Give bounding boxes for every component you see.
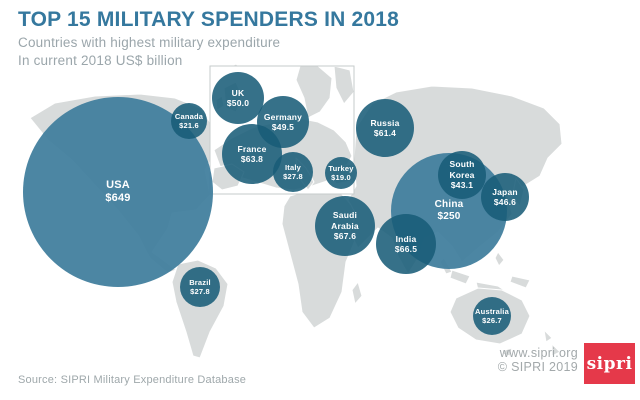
source-note: Source: SIPRI Military Expenditure Datab… [18, 374, 247, 386]
subtitle-line-2: In current 2018 US$ billion [18, 53, 183, 68]
bubble-turkey: Turkey $19.0 [325, 157, 357, 189]
bubble-uk: UK $50.0 [212, 72, 264, 124]
sipri-logo: sipri [584, 343, 635, 384]
bubble-label: Japan $46.6 [492, 186, 518, 207]
map-madagascar [351, 281, 363, 305]
website-url: www.sipri.org [499, 346, 578, 360]
bubble-label: Germany $49.5 [263, 111, 303, 132]
inset-finland [333, 66, 354, 105]
map-sumatra [449, 269, 471, 285]
copyright-note: © SIPRI 2019 [497, 360, 578, 374]
bubble-saudi-arabia: Saudi Arabia $67.6 [315, 196, 375, 256]
bubble-label: UK $50.0 [226, 87, 250, 108]
bubble-label: Italy $27.8 [283, 162, 303, 181]
page-title: TOP 15 MILITARY SPENDERS IN 2018 [18, 8, 400, 31]
footer-links: www.sipri.org © SIPRI 2019 [498, 346, 578, 374]
bubble-south-korea: South Korea $43.1 [438, 151, 486, 199]
bubble-label: Brazil $27.8 [189, 277, 211, 296]
bubble-india: India $66.5 [376, 214, 436, 274]
bubble-italy: Italy $27.8 [273, 152, 313, 192]
bubble-brazil: Brazil $27.8 [180, 267, 220, 307]
bubble-australia: Australia $26.7 [473, 297, 511, 335]
inset-scandinavia [295, 66, 333, 119]
map-new-guinea [509, 275, 531, 289]
bubble-label: Australia $26.7 [475, 306, 509, 325]
bubble-label: Canada $21.6 [174, 111, 204, 130]
bubble-label: France $63.8 [237, 143, 267, 164]
bubble-label: China $250 [434, 198, 464, 222]
bubble-japan: Japan $46.6 [481, 173, 529, 221]
map-tasmania [502, 347, 513, 357]
sipri-logo-text: sipri [586, 353, 633, 374]
bubble-canada: Canada $21.6 [171, 103, 207, 139]
bubble-label: Saudi Arabia $67.6 [331, 210, 359, 242]
bubble-label: Turkey $19.0 [328, 163, 354, 182]
bubble-russia: Russia $61.4 [356, 99, 414, 157]
bubble-label: Russia $61.4 [370, 117, 400, 138]
bubble-label: South Korea $43.1 [449, 159, 475, 191]
subtitle-line-1: Countries with highest military expendit… [18, 35, 281, 50]
bubble-label: USA $649 [105, 178, 131, 204]
map-philippines [494, 251, 505, 267]
bubble-france: France $63.8 [222, 124, 282, 184]
bubble-label: India $66.5 [394, 233, 418, 254]
map-new-zealand [543, 329, 561, 357]
